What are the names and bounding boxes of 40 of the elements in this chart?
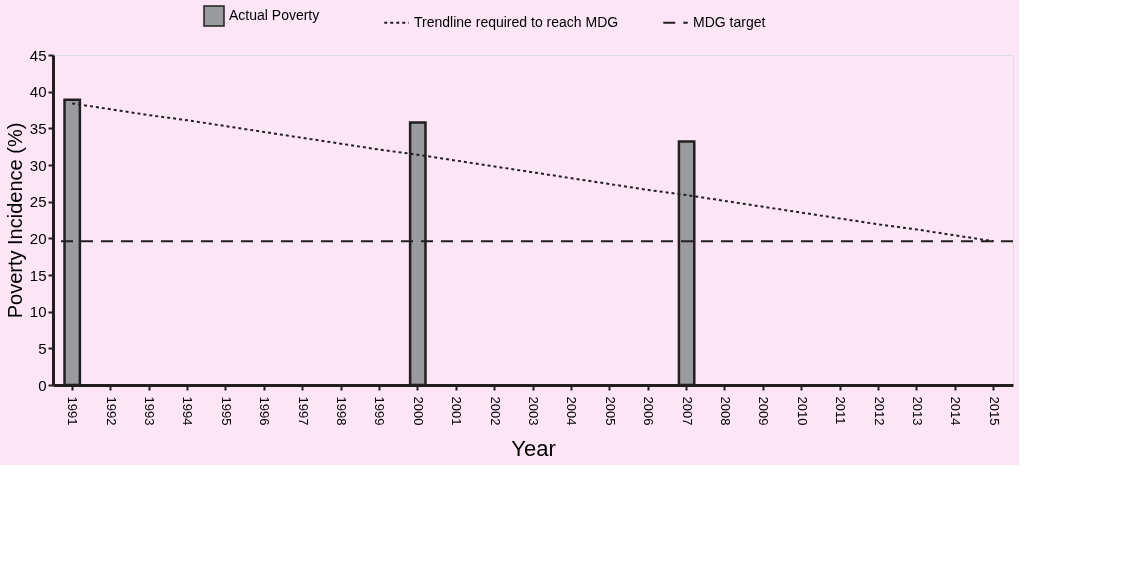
y-tick-label: 40 [29, 83, 47, 101]
x-tick-label: 1995 [218, 396, 234, 426]
y-tick-label: 35 [29, 119, 47, 137]
x-tick-label: 2005 [602, 396, 618, 426]
y-tick-label: 45 [29, 46, 47, 64]
x-tick-label: 2015 [986, 396, 1002, 426]
x-tick-label: 1996 [257, 396, 273, 426]
legend-label: MDG target [693, 13, 766, 30]
x-tick-label: 1997 [295, 396, 311, 426]
x-tick-label: 2007 [679, 396, 695, 426]
x-tick-label: 1998 [334, 396, 349, 426]
x-tick-label: 2004 [564, 396, 580, 426]
x-tick-label: 2010 [794, 396, 810, 426]
y-tick-label: 20 [29, 229, 47, 247]
x-tick-label: 1993 [142, 396, 157, 426]
x-tick-label: 2000 [410, 396, 426, 426]
x-tick-label: 2003 [526, 396, 541, 426]
x-tick-label: 2013 [910, 396, 925, 426]
x-tick-label: 2006 [641, 396, 657, 426]
x-tick-label: 2012 [871, 396, 887, 426]
legend-label: Actual Poverty [229, 7, 320, 23]
x-tick-label: 2009 [756, 396, 772, 426]
x-tick-label: 2014 [948, 396, 964, 426]
x-tick-label: 1994 [180, 396, 196, 426]
x-tick-label: 2008 [718, 396, 733, 426]
legend-label: Trendline required to reach MDG [414, 13, 619, 30]
x-tick-label: 2002 [487, 396, 503, 426]
y-tick-label: 5 [38, 339, 47, 357]
y-tick-label: 15 [29, 266, 47, 284]
x-tick-label: 1992 [103, 396, 119, 426]
x-axis-title: Year [511, 436, 556, 462]
y-tick-label: 0 [38, 376, 47, 394]
x-tick-label: 1991 [65, 396, 81, 426]
y-tick-label: 25 [29, 193, 47, 211]
y-axis-title: Poverty Incidence (%) [3, 122, 26, 319]
y-tick-label: 10 [29, 303, 47, 321]
x-tick-label: 1999 [372, 396, 388, 426]
y-tick-label: 30 [29, 156, 47, 174]
x-tick-label: 2011 [833, 396, 849, 425]
x-tick-label: 2001 [449, 396, 465, 426]
